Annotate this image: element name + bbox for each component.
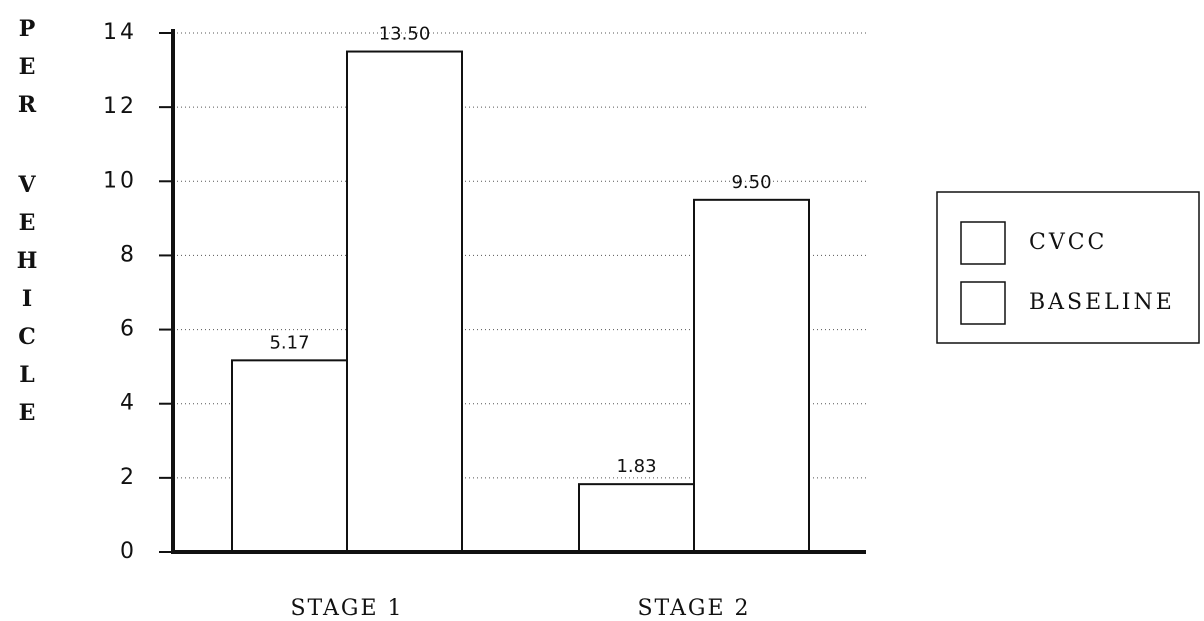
y-axis-label-letter: R (18, 92, 37, 118)
category-label: STAGE 2 (637, 596, 750, 621)
y-tick-label: 10 (103, 168, 137, 193)
legend-label: CVCC (1029, 230, 1107, 255)
data-labels: 5.17 1.83 13.50 9.50 (269, 24, 771, 478)
category-labels: STAGE 1 STAGE 2 (290, 596, 750, 621)
legend-label: BASELINE (1029, 290, 1175, 315)
y-tick-label: 14 (103, 20, 137, 45)
y-axis-label-letter: I (22, 286, 32, 312)
data-label: 9.50 (731, 172, 771, 193)
bar-baseline-1 (346, 50, 463, 554)
y-axis-label-letter: L (19, 362, 34, 388)
y-tick-label: 8 (120, 242, 137, 267)
y-axis-label-letter: E (19, 54, 36, 80)
legend: CVCC BASELINE (936, 191, 1200, 344)
y-tick-labels: 0 2 4 6 8 10 12 14 (103, 20, 173, 564)
y-axis-label-letter: V (17, 172, 36, 198)
data-label: 5.17 (269, 332, 309, 353)
y-axis-label-letter: P (19, 16, 36, 42)
y-tick-label: 2 (120, 465, 137, 490)
y-axis-label-letter: C (18, 324, 36, 350)
y-axis-label-letter: H (17, 248, 38, 274)
y-tick-label: 6 (120, 317, 137, 342)
bar-cvcc-2 (578, 483, 695, 553)
data-label: 1.83 (616, 456, 656, 477)
category-label: STAGE 1 (290, 596, 403, 621)
legend-swatch (960, 221, 1006, 265)
y-tick-label: 0 (120, 539, 137, 564)
y-axis-label-letter: E (19, 210, 36, 236)
y-tick-label: 4 (120, 391, 137, 416)
bar-cvcc-1 (231, 359, 348, 554)
y-axis-label-letter: E (19, 400, 36, 426)
legend-swatch (960, 281, 1006, 325)
bars (231, 50, 810, 554)
y-tick-label: 12 (103, 94, 137, 119)
data-label: 13.50 (379, 24, 431, 45)
bar-baseline-2 (693, 198, 810, 553)
